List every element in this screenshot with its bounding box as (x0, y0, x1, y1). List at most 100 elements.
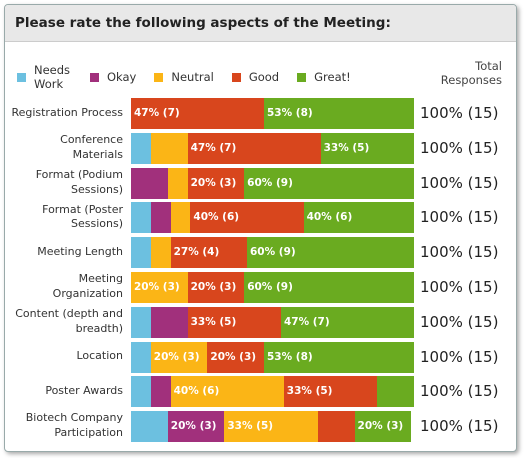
bar-segment: 60% (9) (244, 272, 414, 303)
bar-segment (150, 306, 188, 338)
row: Meeting Length 27% (4) 60% (9) 100% (15) (5, 236, 516, 270)
category-label: Poster Awards (45, 383, 123, 397)
total-label: 100% (15) (420, 243, 499, 262)
value-label: 20% (3) (134, 281, 180, 293)
bar: 20% (3) 60% (9) (131, 167, 414, 199)
value-label: 60% (9) (247, 176, 293, 189)
bar-segment (317, 411, 355, 443)
value-label: 33% (5) (286, 385, 333, 398)
total-label: 100% (15) (420, 104, 499, 122)
category-label: Location (76, 349, 123, 363)
category-label: Registration Process (11, 105, 123, 119)
bar-segment: 20% (3) (167, 411, 225, 443)
category-label: Meeting Length (37, 244, 123, 258)
value-label: 47% (7) (190, 141, 237, 154)
bar-segment: 33% (5) (224, 411, 318, 443)
bar-segment (150, 202, 171, 234)
bar-segment: 40% (6) (170, 376, 284, 408)
value-label: 20% (3) (190, 281, 237, 293)
bar-segment (167, 167, 188, 199)
value-label: 20% (3) (210, 350, 257, 363)
bar-segment: 33% (5) (283, 376, 378, 408)
bar-segment: 47% (7) (131, 98, 264, 129)
value-label: 20% (3) (153, 350, 200, 363)
category-label: Conference Materials (60, 132, 123, 161)
legend-item: Neutral (154, 70, 214, 84)
bar-segment: 60% (9) (244, 167, 414, 199)
bar-segment: 47% (7) (280, 306, 414, 338)
bar-segment: 53% (8) (263, 341, 414, 373)
row: Format (Poster Sessions) 40% (6) 40% (6) 10… (5, 201, 516, 235)
value-label: 47% (7) (283, 315, 330, 328)
total-label: 100% (15) (420, 382, 499, 401)
row: Poster Awards 40% (6) 33% (5) 100% (15) (5, 375, 516, 409)
bar: 47% (7) 33% (5) (131, 132, 414, 164)
value-label: 20% (3) (170, 420, 217, 433)
legend-label: Good (248, 70, 280, 84)
bar-segment: 40% (6) (303, 202, 414, 234)
bar: 33% (5) 47% (7) (131, 306, 414, 338)
total-label: 100% (15) (420, 312, 499, 331)
bar: 27% (4) 60% (9) (131, 237, 414, 269)
legend-item: Good (231, 70, 280, 84)
bar-segment (150, 376, 171, 408)
legend-label: Okay (107, 70, 137, 84)
row: Content (depth and breadth) 33% (5) 47% (7… (5, 306, 516, 340)
bar: 20% (3) 33% (5) 20% (3) (131, 411, 414, 443)
bar: 47% (7) 53% (8) (131, 98, 414, 129)
bar: 40% (6) 40% (6) (131, 202, 414, 234)
row: Biotech Company Participation 20% (3) 33% … (5, 410, 516, 444)
total-label: 100% (15) (420, 173, 499, 192)
value-label: 53% (8) (266, 350, 313, 363)
value-label: 20% (3) (190, 176, 237, 189)
bar-segment (150, 132, 188, 164)
bar-segment (170, 202, 191, 234)
legend-swatch (297, 72, 307, 82)
value-label: 27% (4) (173, 246, 220, 259)
value-label: 33% (5) (323, 141, 370, 154)
legend-item: Okay (90, 70, 136, 84)
value-label: 60% (9) (250, 246, 296, 259)
bar-segment: 33% (5) (320, 132, 414, 164)
bar-segment: 33% (5) (187, 306, 281, 338)
legend-label: Great! (314, 70, 351, 84)
total-label: 100% (15) (420, 347, 499, 366)
value-label: 47% (7) (134, 107, 180, 119)
total-label: 100% (15) (420, 208, 499, 227)
bar-segment (131, 411, 168, 443)
bar-segment (377, 376, 414, 408)
value-label: 40% (6) (173, 385, 220, 398)
bar-segment (131, 376, 151, 408)
row: Location 20% (3) 20% (3) 53% (8) 100% (15) (5, 341, 516, 375)
value-label: 33% (5) (227, 420, 274, 433)
total-label: 100% (15) (420, 417, 499, 436)
legend-swatch (154, 72, 164, 82)
category-label: Content (depth and breadth) (15, 306, 123, 335)
bar-segment: 20% (3) (150, 341, 208, 373)
bar-segment: 20% (3) (354, 411, 412, 443)
bar-segment (131, 237, 151, 269)
bar-segment: 20% (3) (207, 341, 264, 373)
value-label: 33% (5) (190, 315, 237, 328)
row: Registration Process 47% (7) 53% (8) 100% (… (5, 97, 516, 131)
value-label: 20% (3) (357, 420, 404, 433)
bar-segment: 20% (3) (131, 272, 188, 303)
value-label: 60% (9) (247, 281, 293, 293)
value-label: 53% (8) (267, 107, 313, 119)
value-label: 40% (6) (193, 211, 240, 224)
legend-swatch (231, 72, 241, 82)
row: Conference Materials 47% (7) 33% (5) 100% (… (5, 132, 516, 166)
bar-segment: 53% (8) (264, 98, 414, 129)
total-label: 100% (15) (420, 278, 499, 296)
legend-item: Needs Work (17, 63, 72, 91)
bar: 20% (3) 20% (3) 53% (8) (131, 341, 414, 373)
bar: 20% (3) 20% (3) 60% (9) (131, 272, 414, 303)
bar-segment: 20% (3) (187, 167, 245, 199)
row: Format (Podium Sessions) 20% (3) 60% (9) 10… (5, 167, 516, 201)
survey-panel: Please rate the following aspects of the… (4, 4, 517, 452)
bar-segment: 40% (6) (190, 202, 304, 234)
category-label: Meeting Organization (52, 272, 123, 300)
bar-segment (131, 167, 168, 199)
total-header: Total Responses (440, 59, 502, 87)
bar-segment: 47% (7) (187, 132, 321, 164)
